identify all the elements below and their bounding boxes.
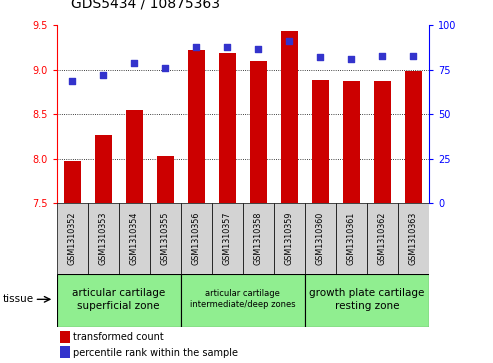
Bar: [250, 61, 267, 203]
Text: GDS5434 / 10875363: GDS5434 / 10875363: [71, 0, 220, 11]
Bar: [61, 346, 70, 358]
Point: [410, 53, 418, 58]
Text: articular cartilage
intermediate/deep zones: articular cartilage intermediate/deep zo…: [190, 289, 296, 309]
Text: tissue: tissue: [2, 294, 34, 304]
Bar: [305, 274, 429, 327]
Bar: [157, 156, 174, 203]
Text: growth plate cartilage
resting zone: growth plate cartilage resting zone: [309, 288, 424, 310]
Text: GSM1310353: GSM1310353: [99, 212, 108, 265]
Bar: [374, 81, 391, 203]
Bar: [57, 203, 88, 274]
Point: [285, 38, 293, 44]
Point: [254, 46, 262, 52]
Text: GSM1310362: GSM1310362: [378, 212, 387, 265]
Bar: [343, 81, 360, 203]
Point: [317, 54, 324, 60]
Point: [223, 44, 231, 50]
Bar: [312, 79, 329, 203]
Bar: [181, 274, 305, 327]
Bar: [181, 203, 212, 274]
Bar: [88, 203, 119, 274]
Point: [161, 65, 169, 71]
Bar: [367, 203, 398, 274]
Text: GSM1310357: GSM1310357: [223, 212, 232, 265]
Bar: [305, 203, 336, 274]
Text: GSM1310361: GSM1310361: [347, 212, 356, 265]
Bar: [126, 110, 143, 203]
Point: [99, 72, 107, 78]
Point: [348, 56, 355, 62]
Text: GSM1310359: GSM1310359: [285, 212, 294, 265]
Bar: [119, 203, 150, 274]
Bar: [61, 331, 70, 343]
Bar: [219, 53, 236, 203]
Point: [379, 53, 387, 58]
Point: [130, 60, 138, 66]
Text: GSM1310352: GSM1310352: [68, 212, 77, 265]
Text: GSM1310360: GSM1310360: [316, 212, 325, 265]
Bar: [405, 71, 422, 203]
Point: [192, 44, 200, 50]
Bar: [150, 203, 181, 274]
Bar: [212, 203, 243, 274]
Bar: [64, 162, 81, 203]
Bar: [336, 203, 367, 274]
Text: articular cartilage
superficial zone: articular cartilage superficial zone: [72, 288, 165, 310]
Text: GSM1310356: GSM1310356: [192, 212, 201, 265]
Text: GSM1310358: GSM1310358: [254, 212, 263, 265]
Text: transformed count: transformed count: [73, 333, 164, 342]
Text: GSM1310363: GSM1310363: [409, 212, 418, 265]
Bar: [281, 31, 298, 203]
Bar: [398, 203, 429, 274]
Bar: [188, 50, 205, 203]
Point: [68, 78, 76, 83]
Bar: [95, 135, 112, 203]
Text: GSM1310354: GSM1310354: [130, 212, 139, 265]
Bar: [57, 274, 181, 327]
Text: percentile rank within the sample: percentile rank within the sample: [73, 347, 239, 358]
Bar: [243, 203, 274, 274]
Text: GSM1310355: GSM1310355: [161, 212, 170, 265]
Bar: [274, 203, 305, 274]
